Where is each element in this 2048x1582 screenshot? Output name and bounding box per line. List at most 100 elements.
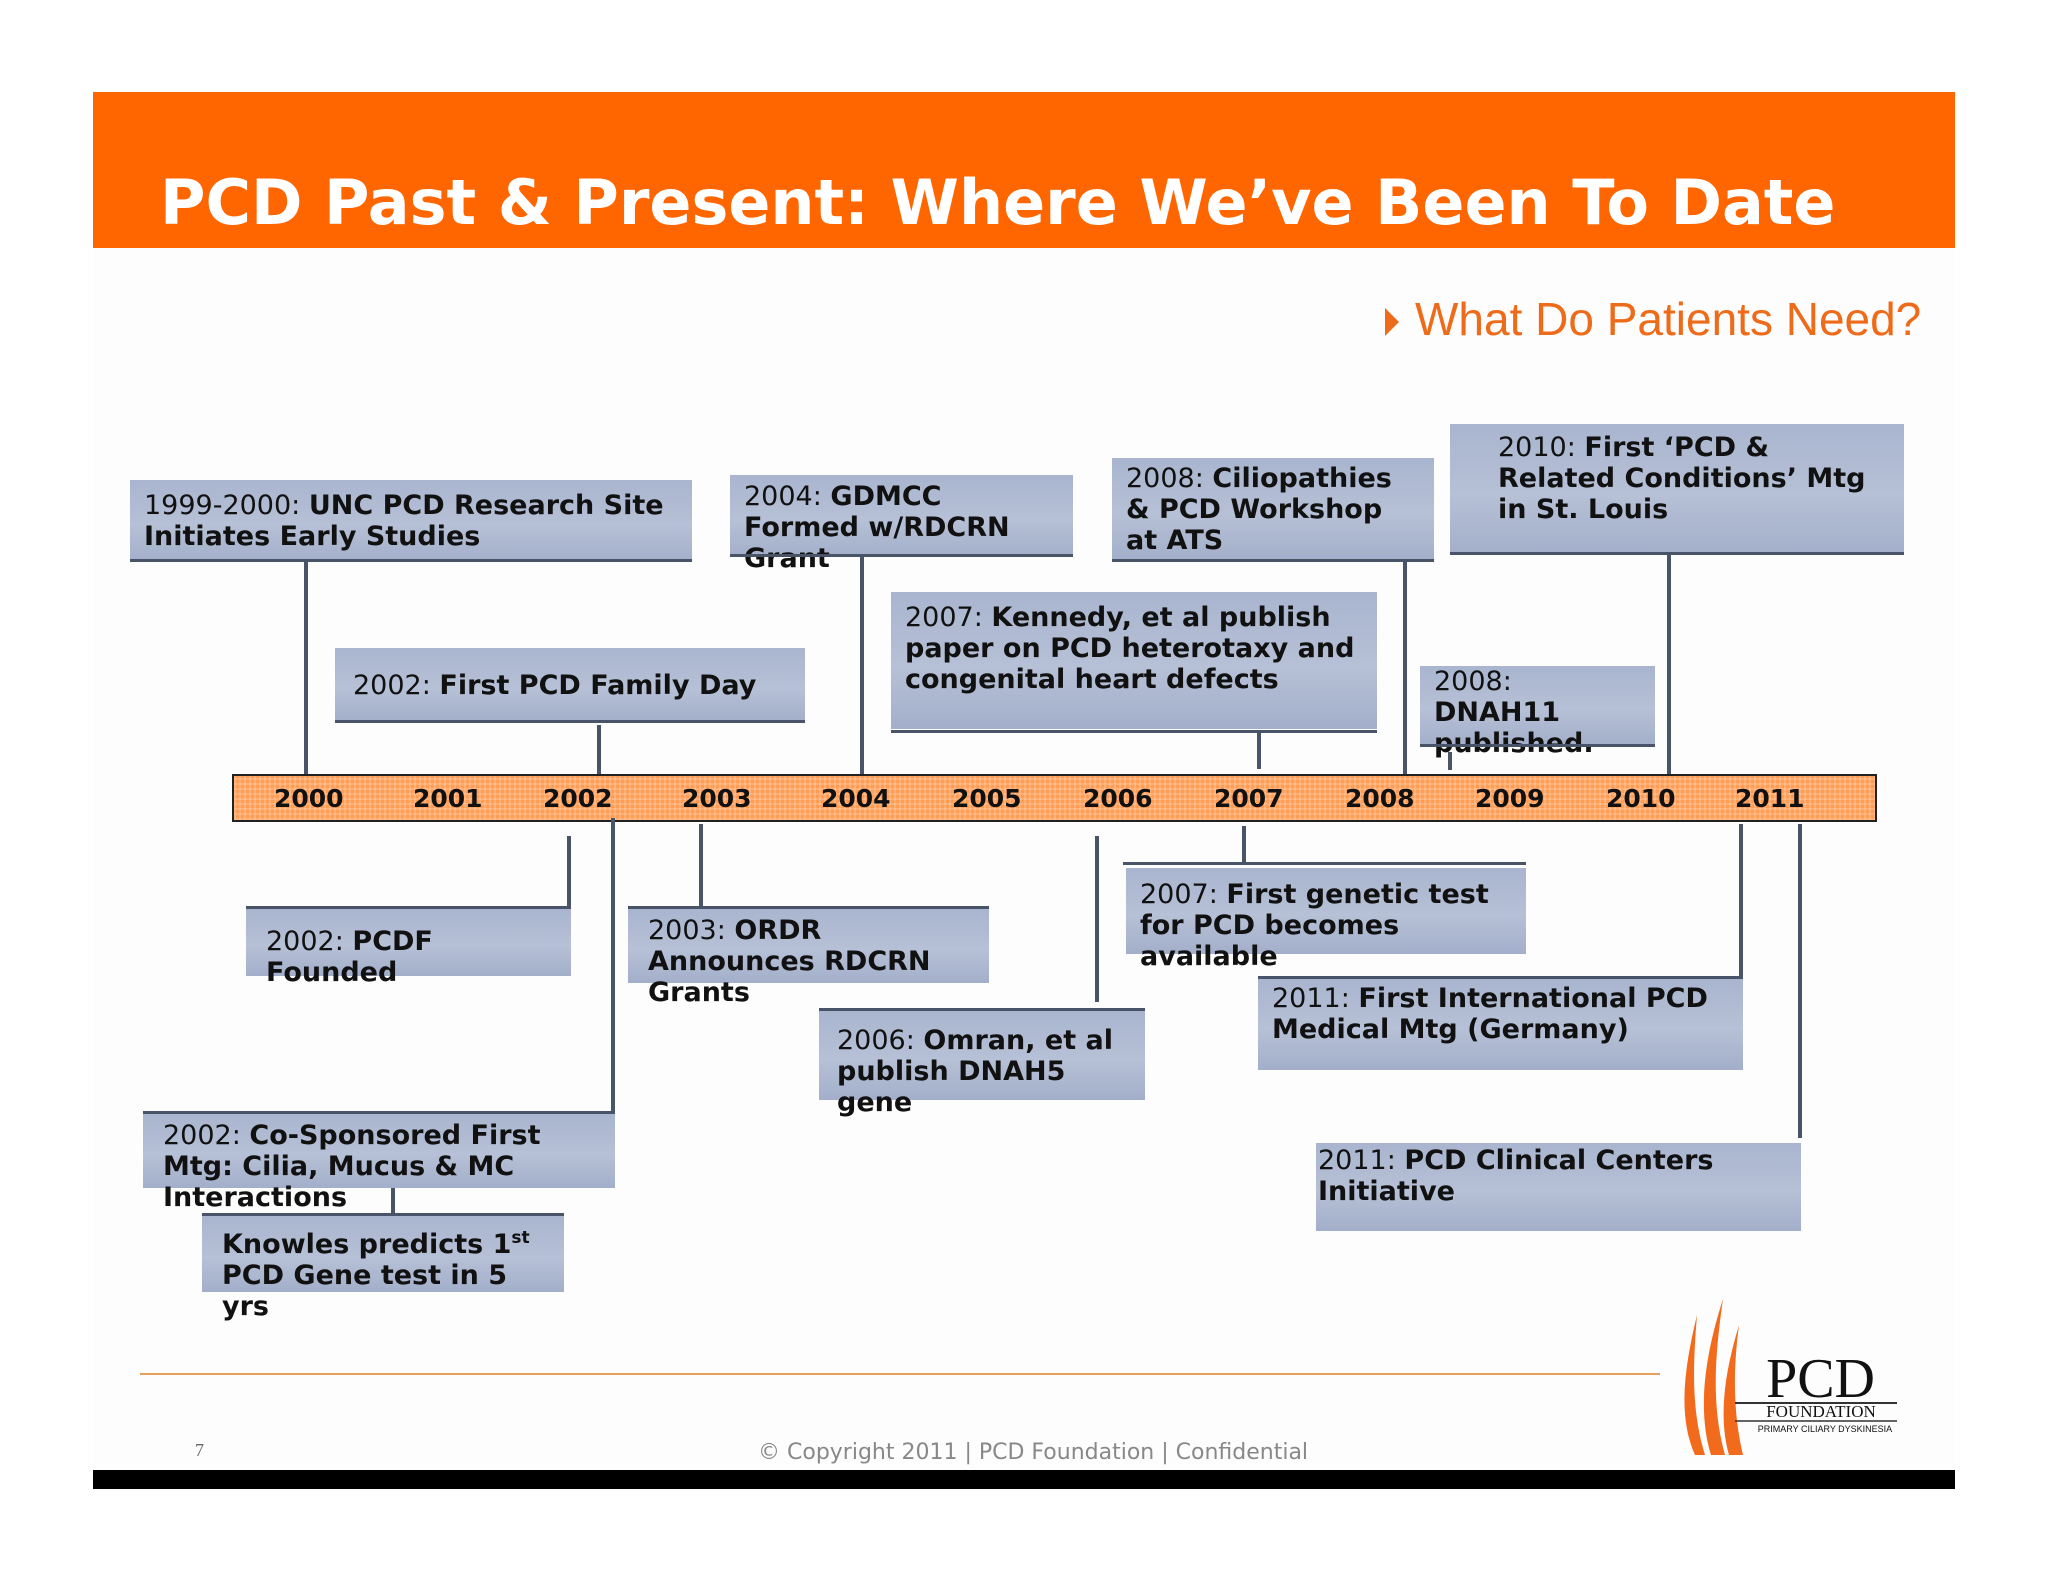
connector <box>1257 733 1261 769</box>
connector <box>699 824 703 908</box>
connector <box>1258 976 1743 979</box>
event-year: 2002: <box>163 1120 241 1151</box>
footer-rule <box>140 1373 1660 1375</box>
timeline-year: 2006 <box>1083 784 1153 813</box>
connector <box>1450 552 1904 555</box>
connector <box>304 562 308 776</box>
connector <box>1095 836 1099 1002</box>
connector <box>130 559 692 562</box>
timeline-year: 2011 <box>1735 784 1805 813</box>
event-year: 2002: <box>266 926 344 957</box>
event-year: 1999-2000: <box>144 490 301 521</box>
event-year: 2008: <box>1434 666 1512 697</box>
event-box: 2002: First PCD Family Day <box>335 648 805 722</box>
connector <box>567 836 571 908</box>
event-text: Ciliopathies & PCD Workshop at ATS <box>1126 463 1392 556</box>
event-box: 2010: First ‘PCD & Related Conditions’ M… <box>1450 424 1904 554</box>
event-box: 1999-2000: UNC PCD Research Site Initiat… <box>130 480 692 562</box>
timeline-year: 2002 <box>543 784 613 813</box>
event-box: 2008: DNAH11 published. <box>1420 666 1655 759</box>
event-box: 2011: First International PCD Medical Mt… <box>1258 979 1743 1070</box>
knowles-line2: PCD Gene test in 5 yrs <box>222 1260 508 1322</box>
event-box: Knowles predicts 1st PCD Gene test in 5 y… <box>202 1216 564 1322</box>
event-year: 2011: <box>1318 1145 1396 1176</box>
event-text: UNC PCD Research Site Initiates Early St… <box>144 490 664 552</box>
event-text: First genetic test for PCD becomes avail… <box>1140 879 1489 972</box>
page-title: PCD Past & Present: Where We’ve Been To … <box>160 166 1836 239</box>
timeline-bar <box>232 774 1877 822</box>
connector <box>597 725 601 776</box>
knowles-line1: Knowles predicts 1 <box>222 1229 512 1260</box>
event-text: ORDR Announces RDCRN Grants <box>648 915 931 1008</box>
event-box: 2007: Kennedy, et al publish paper on PC… <box>891 592 1377 729</box>
knowles-superscript: st <box>511 1228 530 1248</box>
connector <box>1420 744 1655 747</box>
timeline-year: 2003 <box>682 784 752 813</box>
event-box: 2003: ORDR Announces RDCRN Grants <box>628 909 989 1008</box>
event-year: 2011: <box>1272 983 1350 1014</box>
event-text: PCDF Founded <box>266 926 433 988</box>
timeline-year: 2001 <box>413 784 483 813</box>
event-box: 2007: First genetic test for PCD becomes… <box>1126 868 1526 972</box>
page-number: 7 <box>195 1440 204 1460</box>
timeline-year: 2008 <box>1345 784 1415 813</box>
timeline-year: 2010 <box>1606 784 1676 813</box>
subtitle-text: What Do Patients Need? <box>1415 293 1922 345</box>
event-year: 2006: <box>837 1025 915 1056</box>
pcd-foundation-logo: PCD FOUNDATION PRIMARY CILIARY DYSKINESI… <box>1675 1295 1905 1460</box>
logo-sub1: FOUNDATION <box>1766 1402 1876 1421</box>
event-text: First ‘PCD & Related Conditions’ Mtg in … <box>1498 432 1866 525</box>
connector <box>335 720 805 723</box>
event-text: DNAH11 published. <box>1434 697 1594 759</box>
event-year: 2010: <box>1498 432 1576 463</box>
event-text: First International PCD Medical Mtg (Ger… <box>1272 983 1708 1045</box>
event-text: Knowles predicts 1st PCD Gene test in 5 y… <box>222 1228 530 1322</box>
header-band <box>93 92 1955 248</box>
connector <box>391 1188 395 1214</box>
connector <box>143 1111 615 1114</box>
event-text: Omran, et al publish DNAH5 gene <box>837 1025 1113 1118</box>
event-text: PCD Clinical Centers Initiative <box>1318 1145 1714 1207</box>
subtitle: What Do Patients Need? <box>1385 296 1921 342</box>
event-box: 2002: PCDF Founded <box>246 909 571 988</box>
timeline-year: 2004 <box>821 784 891 813</box>
event-year: 2004: <box>744 481 822 512</box>
event-box: 2004: GDMCC Formed w/RDCRN Grant <box>730 475 1073 574</box>
event-text: Kennedy, et al publish paper on PCD hete… <box>905 602 1355 695</box>
bottom-bar <box>93 1470 1955 1489</box>
pcd-foundation-flame-logo-icon: PCD FOUNDATION PRIMARY CILIARY DYSKINESI… <box>1684 1299 1897 1455</box>
event-text: GDMCC Formed w/RDCRN Grant <box>744 481 1010 574</box>
event-year: 2007: <box>905 602 983 633</box>
logo-name: PCD <box>1766 1348 1875 1410</box>
event-box: 2006: Omran, et al publish DNAH5 gene <box>819 1011 1145 1118</box>
arrow-right-icon <box>1385 308 1399 336</box>
timeline-year: 2007 <box>1214 784 1284 813</box>
connector <box>1798 824 1802 1138</box>
connector <box>1242 826 1246 862</box>
copyright: © Copyright 2011 | PCD Foundation | Conf… <box>758 1440 1309 1465</box>
connector <box>1448 752 1452 770</box>
connector <box>1112 559 1434 562</box>
connector <box>730 554 1073 557</box>
connector <box>246 906 571 909</box>
event-year: 2008: <box>1126 463 1204 494</box>
timeline-year: 2005 <box>952 784 1022 813</box>
connector <box>1667 555 1671 776</box>
connector <box>891 730 1377 733</box>
timeline-year: 2009 <box>1475 784 1545 813</box>
connector <box>860 557 864 776</box>
connector <box>1403 562 1407 776</box>
event-text: Co-Sponsored First Mtg: Cilia, Mucus & M… <box>163 1120 541 1213</box>
event-box: 2011: PCD Clinical Centers Initiative <box>1316 1143 1801 1231</box>
connector <box>1739 824 1743 976</box>
connector <box>819 1008 1145 1011</box>
connector <box>202 1213 564 1216</box>
logo-sub2: PRIMARY CILIARY DYSKINESIA <box>1758 1424 1892 1434</box>
event-year: 2002: <box>353 670 431 701</box>
connector <box>1123 862 1526 865</box>
connector <box>611 818 615 1114</box>
event-box: 2002: Co-Sponsored First Mtg: Cilia, Muc… <box>143 1114 615 1213</box>
event-box: 2008: Ciliopathies & PCD Workshop at ATS <box>1112 458 1434 560</box>
connector <box>628 906 989 909</box>
event-year: 2003: <box>648 915 726 946</box>
